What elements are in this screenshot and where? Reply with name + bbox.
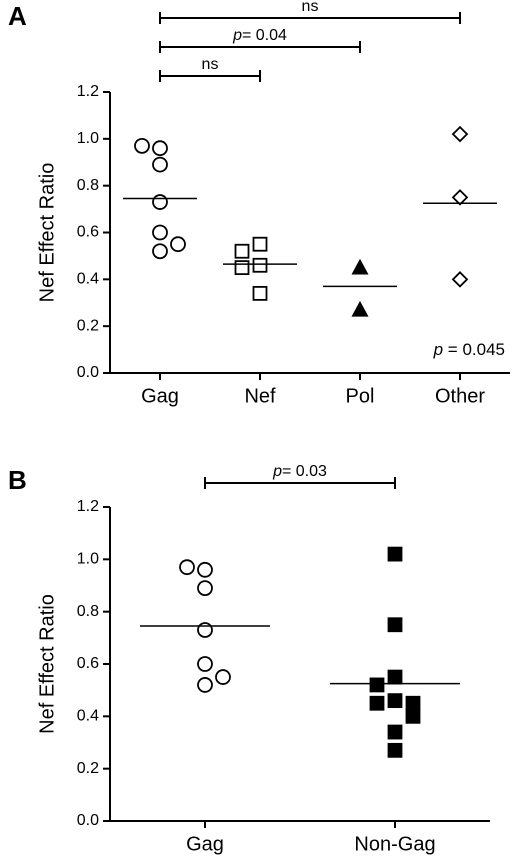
x-tick-label: Nef bbox=[244, 385, 276, 407]
x-tick-label: Non-Gag bbox=[354, 833, 435, 855]
point bbox=[451, 189, 469, 206]
x-tick-label: Other bbox=[435, 385, 485, 407]
y-tick-label: 0.8 bbox=[77, 603, 99, 620]
point bbox=[351, 258, 369, 275]
point bbox=[387, 546, 403, 562]
y-tick-label: 1.2 bbox=[77, 498, 99, 515]
point bbox=[197, 622, 213, 638]
y-tick-label: 0.6 bbox=[77, 224, 99, 241]
point bbox=[234, 260, 250, 276]
point bbox=[451, 271, 469, 288]
comparison-label: ns bbox=[302, 0, 319, 15]
point bbox=[170, 236, 186, 253]
panel-letter: B bbox=[8, 465, 27, 495]
comparison-label: p= 0.03 bbox=[272, 463, 327, 480]
point bbox=[252, 285, 268, 301]
point bbox=[369, 677, 385, 693]
y-tick-label: 0.8 bbox=[77, 177, 99, 194]
point bbox=[197, 656, 213, 672]
y-tick-label: 0.6 bbox=[77, 655, 99, 672]
point bbox=[152, 224, 168, 241]
x-tick-label: Pol bbox=[346, 385, 375, 407]
point bbox=[405, 708, 421, 724]
x-tick-label: Gag bbox=[141, 385, 179, 407]
point bbox=[451, 125, 469, 143]
point bbox=[369, 695, 385, 711]
y-tick-label: 0.4 bbox=[77, 271, 99, 288]
point bbox=[152, 140, 168, 157]
comparison-label: ns bbox=[202, 56, 219, 73]
y-tick-label: 0.2 bbox=[77, 317, 99, 334]
point bbox=[405, 695, 421, 711]
point bbox=[152, 243, 168, 260]
point bbox=[387, 724, 403, 740]
point bbox=[134, 137, 150, 154]
y-axis-label: Nef Effect Ratio bbox=[36, 594, 58, 734]
annotation: p = 0.045 bbox=[433, 340, 505, 359]
point bbox=[387, 669, 403, 685]
point bbox=[252, 257, 268, 273]
point bbox=[179, 559, 195, 576]
point bbox=[215, 669, 231, 685]
point bbox=[234, 243, 250, 259]
y-tick-label: 0.4 bbox=[77, 708, 99, 725]
point bbox=[252, 236, 268, 252]
y-tick-label: 1.0 bbox=[77, 551, 99, 568]
y-tick-label: 1.2 bbox=[77, 83, 99, 100]
y-tick-label: 1.0 bbox=[77, 130, 99, 147]
point bbox=[152, 194, 168, 210]
panel-letter: A bbox=[8, 1, 27, 31]
y-axis-label: Nef Effect Ratio bbox=[36, 163, 58, 303]
point bbox=[197, 561, 213, 578]
x-tick-label: Gag bbox=[186, 833, 224, 855]
point bbox=[387, 617, 403, 633]
point bbox=[387, 693, 403, 709]
point bbox=[197, 580, 213, 597]
point bbox=[152, 156, 168, 173]
y-tick-label: 0.0 bbox=[77, 812, 99, 829]
point bbox=[197, 677, 213, 693]
point bbox=[387, 742, 403, 758]
comparison-label: p= 0.04 bbox=[232, 27, 287, 44]
y-tick-label: 0.0 bbox=[77, 364, 99, 381]
y-tick-label: 0.2 bbox=[77, 760, 99, 777]
point bbox=[351, 300, 369, 317]
